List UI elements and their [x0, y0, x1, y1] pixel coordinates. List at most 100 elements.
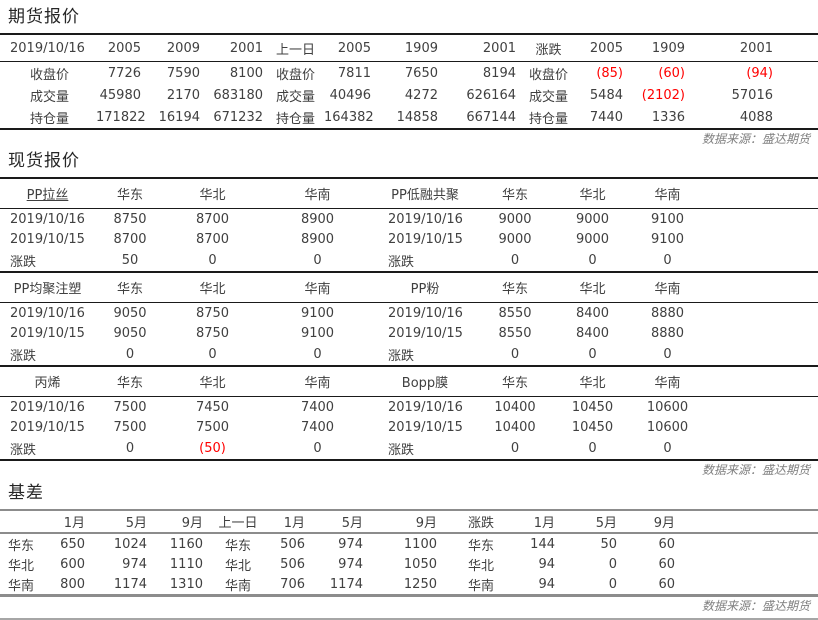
basis-section: 1月 5月 9月 上一日 1月 5月 9月 涨跌 1月 5月 9月 华东 650 1024 1160 华东 50…: [0, 509, 818, 597]
row-label: 收盘价: [30, 67, 70, 83]
cell-value: 9050: [113, 325, 147, 341]
cell-value: 0: [313, 252, 322, 268]
column-header: 5月: [90, 510, 152, 534]
cell-value: 0: [588, 252, 597, 268]
cell-value: 4088: [739, 109, 773, 125]
cell-value: 8550: [498, 325, 532, 341]
column-header: PP拉丝: [0, 179, 95, 209]
spacer-cell: [705, 397, 818, 418]
spacer-cell: [680, 533, 818, 554]
cell-value: 0: [588, 346, 597, 362]
spacer-cell: [778, 106, 818, 129]
cell-value: 0: [608, 556, 617, 572]
cell-value: 8194: [482, 65, 516, 81]
cell-value: 1336: [651, 109, 685, 125]
column-header: [0, 510, 45, 534]
cell-value: 144: [530, 536, 555, 552]
cell-value: 8900: [300, 231, 335, 247]
cell-value: 10450: [571, 419, 614, 435]
cell-value: 16194: [158, 109, 200, 125]
cell-value: 7450: [195, 399, 230, 415]
row-label: 涨跌: [388, 442, 415, 458]
column-header: 2005: [323, 34, 376, 62]
column-header: 华南: [630, 273, 705, 303]
cell-value: 164382: [324, 109, 374, 125]
row-label: 华南: [467, 578, 494, 594]
spot-section: PP拉丝 华东 华北 华南 PP低融共聚 华东 华北 华南 2019/10/16 8750 8700…: [0, 177, 818, 461]
spacer-cell: [778, 34, 818, 62]
cell-value: 4272: [404, 87, 438, 103]
cell-value: 45980: [99, 87, 141, 103]
cell-value: 8750: [195, 325, 230, 341]
cell-value: 60: [658, 536, 675, 552]
cell-value: 0: [663, 440, 672, 456]
cell-value: 9100: [650, 211, 685, 227]
row-label: 涨跌: [10, 348, 37, 364]
cell-value: 974: [338, 536, 363, 552]
cell-value: 1174: [113, 576, 147, 592]
column-header: 5月: [310, 510, 368, 534]
row-label: 成交量: [30, 89, 70, 105]
cell-value: 0: [663, 346, 672, 362]
spacer-cell: [778, 84, 818, 106]
spacer-cell: [680, 554, 818, 574]
row-label: 2019/10/15: [10, 231, 85, 247]
row-label: 华北: [224, 558, 251, 574]
column-header: 华南: [260, 179, 375, 209]
column-header: 9月: [368, 510, 442, 534]
cell-value: 60: [658, 556, 675, 572]
column-header: 华北: [555, 273, 630, 303]
cell-value: 9100: [650, 231, 685, 247]
row-label: 持仓量: [275, 111, 315, 127]
row-label: 涨跌: [388, 254, 415, 270]
row-label: 涨跌: [10, 442, 37, 458]
basis-section-title: 基差: [8, 483, 44, 503]
cell-value: 0: [510, 440, 520, 456]
row-label: 2019/10/15: [388, 419, 463, 435]
cell-value: (60): [658, 65, 685, 81]
cell-value: 800: [60, 576, 85, 592]
column-header: PP粉: [375, 273, 475, 303]
cell-value: 626164: [466, 87, 516, 103]
cell-value: 7726: [107, 65, 141, 81]
row-label: 收盘价: [275, 67, 315, 83]
column-header: 华北: [555, 367, 630, 397]
column-header: 1月: [45, 510, 90, 534]
column-header: PP均聚注塑: [0, 273, 95, 303]
cell-value: 1310: [169, 576, 203, 592]
spacer-cell: [705, 273, 818, 303]
cell-value: 9000: [498, 231, 532, 247]
cell-value: 8400: [575, 305, 610, 321]
column-header: 1909: [628, 34, 690, 62]
data-source-note: 数据来源：盛达期货: [701, 132, 810, 146]
column-header: 9月: [152, 510, 208, 534]
column-header: 涨跌: [442, 510, 520, 534]
row-label: 成交量: [528, 89, 568, 105]
cell-value: 9100: [300, 325, 335, 341]
column-header: 上一日: [208, 510, 268, 534]
column-header: 华东: [95, 179, 165, 209]
spacer-cell: [778, 62, 818, 85]
row-label: 华南: [224, 578, 251, 594]
column-header: 华东: [95, 273, 165, 303]
cell-value: 683180: [213, 87, 263, 103]
column-header: 2019/10/16: [0, 34, 95, 62]
spot-table-3: 丙烯 华东 华北 华南 Bopp膜 华东 华北 华南 2019/10/16 7500 7450 740…: [0, 367, 818, 461]
spacer-cell: [680, 574, 818, 596]
row-label: 2019/10/16: [388, 399, 463, 415]
column-header: 上一日: [268, 34, 323, 62]
cell-value: 0: [208, 252, 217, 268]
data-source-note: 数据来源：盛达期货: [701, 599, 810, 613]
cell-value: 2170: [166, 87, 200, 103]
cell-value: 0: [313, 440, 322, 456]
row-label: 2019/10/16: [388, 211, 463, 227]
report-page: 期货报价 2019/10/16 2005 2009 2001 上一日 2005 1909 20…: [0, 6, 818, 620]
row-label: 华东: [467, 538, 494, 554]
cell-value: 50: [600, 536, 617, 552]
row-label: 成交量: [275, 89, 315, 105]
row-label: 2019/10/16: [388, 305, 463, 321]
column-header: 华南: [630, 367, 705, 397]
column-header: 华东: [475, 367, 555, 397]
cell-value: 0: [313, 346, 322, 362]
spot-section-title: 现货报价: [8, 151, 80, 171]
